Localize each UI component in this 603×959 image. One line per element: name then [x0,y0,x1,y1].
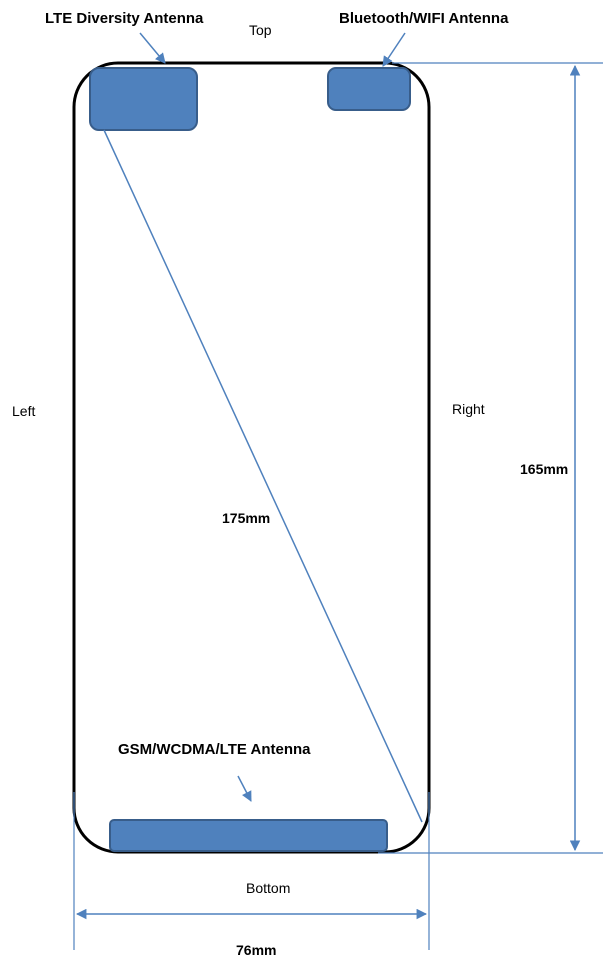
gsm-wcdma-lte-antenna-label: GSM/WCDMA/LTE Antenna [118,741,311,758]
lte-diversity-antenna-block [89,67,198,131]
bluetooth-wifi-antenna-label: Bluetooth/WIFI Antenna [339,10,509,27]
right-label: Right [452,401,485,417]
diagonal-dimension-label: 175mm [222,510,270,526]
lte-diversity-callout-arrow [139,32,166,64]
width-dimension-label: 76mm [236,942,276,958]
left-label: Left [12,403,35,419]
diagonal-dimension-line [103,129,423,823]
bluetooth-wifi-antenna-block [327,67,411,111]
bluetooth-wifi-callout-arrow [382,32,406,67]
height-dimension-label: 165mm [520,461,568,477]
gsm-wcdma-lte-antenna-block [109,819,388,852]
lte-diversity-antenna-label: LTE Diversity Antenna [45,10,204,27]
top-label: Top [249,22,272,38]
gsm-callout-arrow [237,775,252,802]
bottom-label: Bottom [246,880,290,896]
